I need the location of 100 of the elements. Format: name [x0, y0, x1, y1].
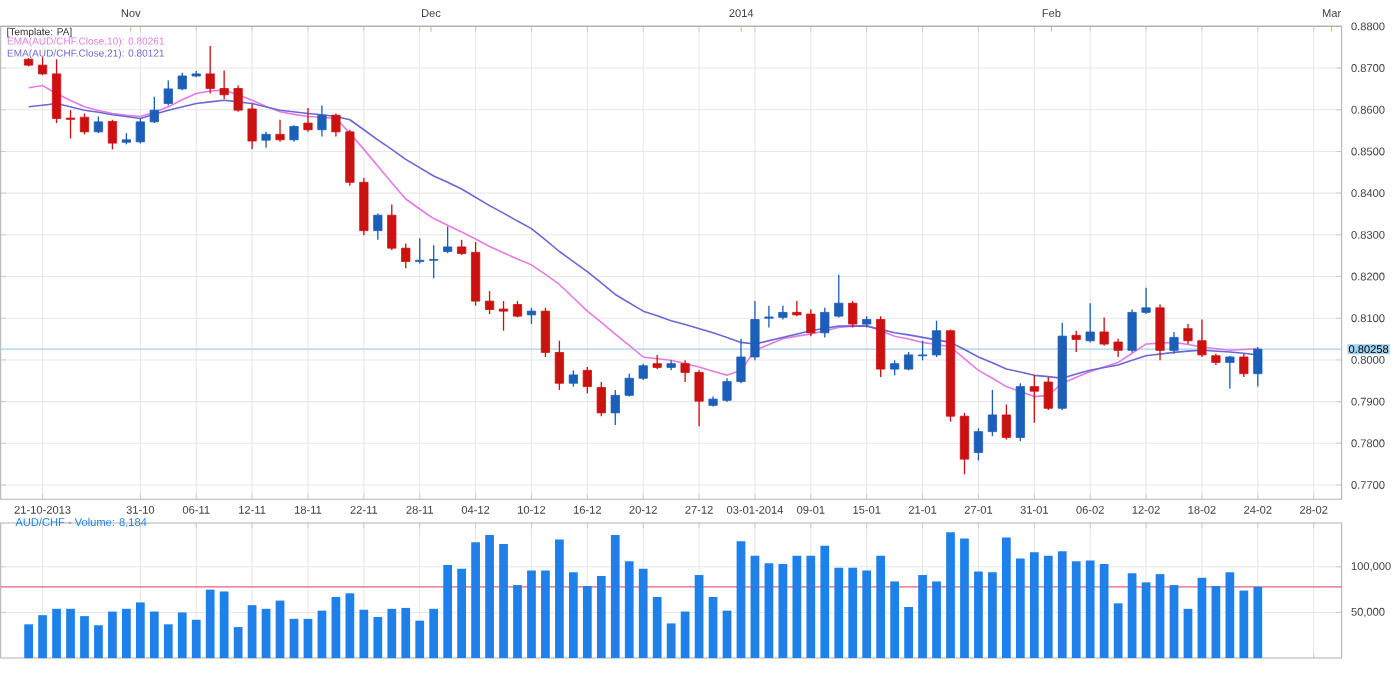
- bar: [108, 611, 117, 659]
- candlestick: [1001, 404, 1011, 441]
- bar: [177, 612, 187, 659]
- candlestick: [1197, 319, 1207, 358]
- bar: [1071, 561, 1081, 659]
- candlestick: [764, 305, 774, 329]
- candlestick: [1099, 316, 1109, 347]
- candlestick: [1141, 287, 1151, 315]
- candlestick: [1239, 353, 1249, 378]
- bar: [555, 539, 564, 659]
- candlestick: [917, 340, 928, 362]
- bar: [135, 602, 145, 659]
- bar: [1155, 574, 1165, 659]
- bar: [764, 563, 774, 659]
- bar: [289, 619, 299, 659]
- candlestick: [65, 109, 76, 140]
- candlestick: [1043, 376, 1053, 411]
- bar: [890, 581, 900, 659]
- candlestick: [554, 340, 564, 391]
- candlestick: [1225, 355, 1235, 390]
- candlestick: [205, 45, 215, 95]
- candlestick: [1113, 338, 1123, 358]
- bar: [1225, 572, 1235, 659]
- candlestick: [1169, 331, 1179, 355]
- candlestick: [415, 238, 425, 265]
- bar: [876, 556, 886, 659]
- bar: [527, 570, 536, 659]
- bar: [94, 625, 103, 659]
- candlestick: [135, 118, 145, 145]
- candlestick: [582, 366, 592, 395]
- candlestick: [79, 113, 90, 136]
- candlestick: [624, 373, 634, 398]
- candlestick: [750, 300, 760, 362]
- candlestick: [931, 320, 942, 358]
- candlestick: [107, 119, 118, 151]
- candlestick: [722, 377, 732, 403]
- candlestick: [1253, 346, 1263, 388]
- bar: [38, 615, 47, 659]
- candlestick: [680, 359, 690, 383]
- bar: [191, 619, 201, 659]
- bar: [806, 556, 816, 659]
- bar: [988, 572, 997, 659]
- bar: [1002, 537, 1011, 659]
- bar: [946, 532, 955, 659]
- candlestick: [834, 274, 844, 319]
- bar: [345, 593, 355, 659]
- candlestick: [596, 381, 606, 418]
- bar: [1113, 603, 1123, 659]
- bar: [1169, 585, 1179, 659]
- bar: [1239, 590, 1249, 659]
- candlestick: [149, 96, 159, 124]
- candlestick: [987, 389, 997, 438]
- bar: [820, 546, 830, 659]
- bar: [443, 565, 453, 659]
- candlestick: [443, 226, 453, 255]
- bar: [862, 570, 872, 659]
- bar: [694, 575, 704, 659]
- bar: [247, 605, 257, 659]
- bar: [778, 564, 788, 659]
- bar: [387, 609, 397, 659]
- bar: [66, 609, 75, 659]
- candlestick: [484, 290, 495, 315]
- bar: [708, 597, 718, 659]
- bar: [485, 535, 494, 659]
- candlestick: [848, 300, 858, 329]
- candlestick: [51, 58, 62, 124]
- candlestick: [317, 105, 327, 138]
- bar: [596, 576, 606, 659]
- bar: [80, 616, 89, 659]
- bar: [582, 586, 592, 659]
- candlestick: [806, 308, 816, 337]
- candlestick: [387, 203, 397, 252]
- bar: [1029, 552, 1039, 659]
- bar: [303, 619, 313, 659]
- bar: [722, 610, 732, 659]
- bar: [918, 575, 927, 659]
- bar: [680, 611, 690, 659]
- bar: [219, 591, 229, 659]
- candlestick: [1029, 374, 1039, 424]
- bar: [1141, 582, 1151, 659]
- candlestick: [163, 80, 173, 107]
- bar: [122, 609, 131, 659]
- bar: [429, 609, 439, 659]
- candlestick: [1183, 323, 1193, 345]
- candlestick: [429, 244, 439, 280]
- candlestick: [820, 307, 830, 339]
- bar: [513, 585, 522, 659]
- bar: [834, 567, 844, 659]
- candlestick: [540, 307, 551, 358]
- bar: [331, 597, 341, 659]
- bar: [638, 568, 648, 659]
- bar: [205, 589, 215, 659]
- candlestick: [610, 389, 620, 426]
- bar: [401, 608, 411, 659]
- bar: [1085, 560, 1095, 659]
- bar: [24, 624, 33, 659]
- bar: [610, 535, 620, 659]
- bar: [149, 611, 159, 659]
- bar: [792, 556, 802, 659]
- bar: [275, 600, 285, 659]
